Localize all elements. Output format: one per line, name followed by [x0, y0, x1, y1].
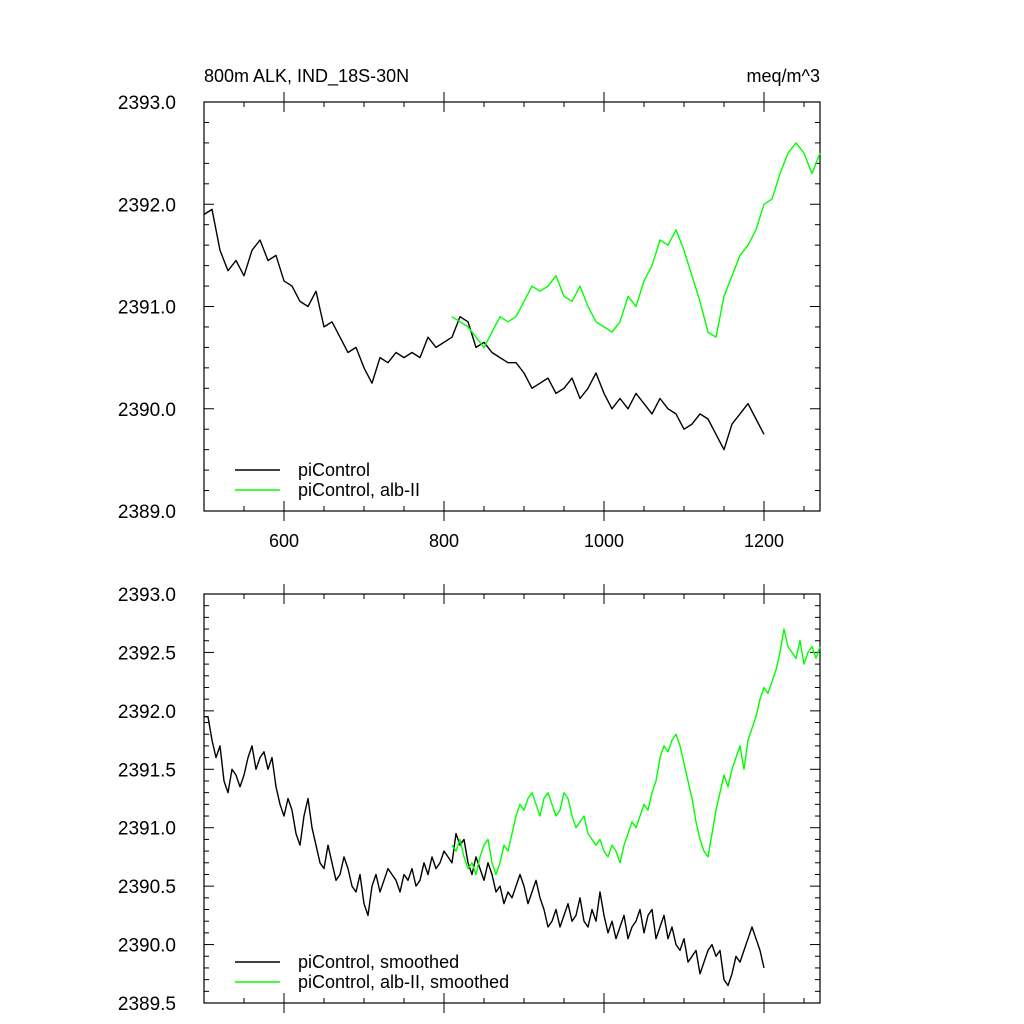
top-ytick-label: 2392.0: [118, 195, 176, 216]
bottom-ytick-label: 2389.5: [118, 994, 176, 1015]
bottom-series-line-0: [204, 716, 765, 987]
bottom-ytick-label: 2390.0: [118, 936, 176, 957]
top-title-left: 800m ALK, IND_18S-30N: [204, 66, 409, 87]
bottom-axis-ticks: 2389.5 2390.0 2390.5 2391.0 2391.5 2392.0 2392…: [118, 584, 820, 1015]
top-xtick-label: 600: [269, 531, 299, 551]
legend-label-alb-smoothed: piControl, alb-II, smoothed: [298, 972, 509, 992]
bottom-ytick-label: 2391.5: [118, 760, 176, 781]
bottom-ytick-label: 2391.0: [118, 819, 176, 840]
bottom-ytick-label: 2390.5: [118, 877, 176, 898]
top-series-group: [203, 142, 821, 451]
top-ytick-label: 2393.0: [118, 93, 176, 114]
top-xtick-label: 1200: [744, 531, 784, 551]
top-series-line-1: [451, 142, 821, 349]
bottom-ytick-label: 2392.5: [118, 643, 176, 664]
top-title-right: meq/m^3: [747, 66, 820, 86]
top-axis-ticks: 600 800 1000 1200 2389.0 2390.0 2391.0 2392.0 23…: [118, 92, 820, 551]
bottom-ytick-label: 2392.0: [118, 702, 176, 723]
legend-label-picontrol-alb: piControl, alb-II: [298, 480, 420, 500]
legend-label-smoothed: piControl, smoothed: [298, 952, 459, 972]
top-ytick-label: 2389.0: [118, 502, 176, 523]
legend-label-picontrol: piControl: [298, 460, 370, 480]
bottom-series-group: [204, 628, 821, 987]
top-xtick-label: 1000: [584, 531, 624, 551]
top-series-line-0: [203, 208, 765, 451]
bottom-legend: piControl, smoothed piControl, alb-II, s…: [235, 952, 509, 992]
top-xtick-label: 800: [429, 531, 459, 551]
bottom-ytick-label: 2393.0: [118, 585, 176, 606]
bottom-series-line-1: [451, 628, 821, 876]
top-ytick-label: 2391.0: [118, 298, 176, 319]
top-legend: piControl piControl, alb-II: [235, 460, 420, 500]
top-ytick-label: 2390.0: [118, 400, 176, 421]
bottom-plot-frame: [203, 593, 821, 1004]
